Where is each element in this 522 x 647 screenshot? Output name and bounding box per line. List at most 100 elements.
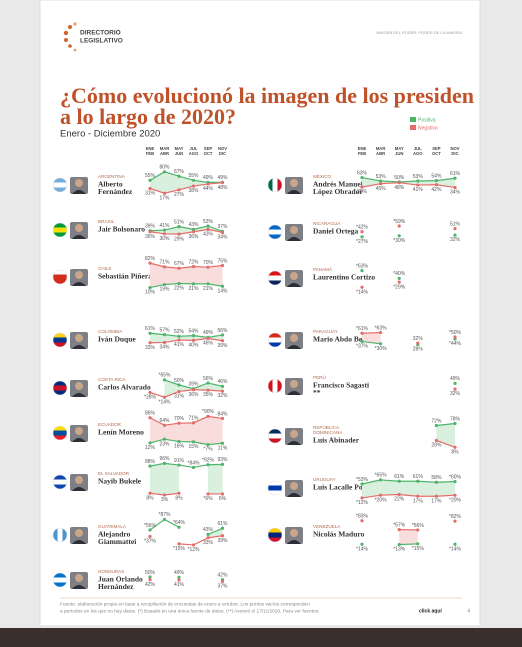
column-header: MAR xyxy=(160,146,170,151)
photo-face xyxy=(75,529,83,537)
point xyxy=(360,542,364,546)
point xyxy=(434,438,438,443)
band xyxy=(150,263,165,288)
flag xyxy=(52,222,68,238)
value-label: 39% xyxy=(145,224,156,230)
value-label: *12% xyxy=(356,500,369,506)
column-header: JUN xyxy=(395,151,403,156)
president-name: Luis Abinader xyxy=(313,436,360,445)
country-name: GUATEMALA xyxy=(98,524,127,529)
point xyxy=(162,282,167,287)
series-line xyxy=(149,462,223,469)
value-label: 56% xyxy=(203,376,214,382)
country-name: URUGUAY xyxy=(313,477,336,482)
band xyxy=(150,417,165,443)
value-label: *40% xyxy=(393,271,406,277)
photo-face xyxy=(75,574,83,582)
value-label: 17% xyxy=(159,195,170,201)
point xyxy=(360,230,364,234)
column-header: NOV xyxy=(218,146,227,151)
point xyxy=(416,542,420,546)
value-label: 70% xyxy=(174,416,185,422)
value-label: 36% xyxy=(188,392,199,398)
band xyxy=(380,479,400,496)
band xyxy=(208,265,223,287)
value-label: *29% xyxy=(393,284,406,290)
footer-link[interactable]: click aquí xyxy=(419,608,442,614)
value-label: 31% xyxy=(145,191,156,197)
photo-suit xyxy=(72,540,86,544)
paper-border xyxy=(39,0,481,627)
point xyxy=(177,439,181,444)
point xyxy=(177,421,181,425)
photo-suit xyxy=(72,190,86,194)
photo-suit xyxy=(72,393,86,397)
band xyxy=(179,266,194,284)
country-name: ECUADOR xyxy=(98,422,122,427)
point xyxy=(220,416,225,421)
point xyxy=(206,381,210,385)
point xyxy=(177,188,181,192)
point xyxy=(191,440,196,444)
photo-suit xyxy=(287,441,301,445)
value-label: 56% xyxy=(217,328,228,334)
point xyxy=(177,281,181,286)
value-label: 35% xyxy=(357,189,368,195)
value-label: *14% xyxy=(356,546,369,552)
value-label: *56% xyxy=(144,523,157,529)
point xyxy=(416,179,420,183)
logo-icon xyxy=(63,22,77,52)
value-label: 72% xyxy=(431,418,442,424)
column-header: MAR xyxy=(376,146,386,151)
value-label: 54% xyxy=(188,328,199,334)
value-label: 51% xyxy=(450,221,461,227)
point xyxy=(220,230,225,235)
value-label: 67% xyxy=(174,261,185,267)
value-label: 49% xyxy=(203,330,214,336)
point xyxy=(177,491,181,495)
series-line xyxy=(361,182,456,189)
point xyxy=(206,388,210,392)
photo-suit xyxy=(72,585,86,589)
value-label: *87% xyxy=(159,512,172,518)
band xyxy=(179,422,194,442)
value-label: 23% xyxy=(159,441,170,447)
column-header: ABR xyxy=(160,151,169,156)
president-name: Nayib Bukele xyxy=(98,477,142,486)
president-name: Alberto xyxy=(98,180,123,189)
value-label: 50% xyxy=(145,570,156,576)
point xyxy=(397,181,401,185)
value-label: 67% xyxy=(174,169,185,175)
flag xyxy=(267,270,283,286)
flag xyxy=(267,224,283,240)
band xyxy=(164,171,179,194)
value-label: 78% xyxy=(450,416,461,422)
value-label: 61% xyxy=(394,474,405,480)
point xyxy=(379,182,383,186)
value-label: 64% xyxy=(159,418,170,424)
band xyxy=(417,481,437,497)
series-line xyxy=(149,262,223,269)
point xyxy=(162,232,167,236)
point xyxy=(434,423,438,428)
value-label: 43% xyxy=(203,232,214,238)
point xyxy=(206,282,210,286)
point xyxy=(206,227,210,231)
point xyxy=(177,338,181,342)
photo-face xyxy=(290,482,298,490)
president-name: Hernández xyxy=(98,582,134,591)
point xyxy=(416,494,420,498)
column-header: AGO xyxy=(413,151,423,156)
value-label: 36% xyxy=(145,234,156,240)
flag xyxy=(267,378,283,394)
point xyxy=(206,532,210,536)
flag xyxy=(267,527,283,543)
value-label: 41% xyxy=(174,342,185,348)
paper xyxy=(40,0,480,626)
point xyxy=(162,265,167,269)
point xyxy=(220,181,225,185)
logo-text: LEGISLATIVO xyxy=(80,38,123,45)
value-label: 21% xyxy=(203,286,214,292)
column-header: OCT xyxy=(204,151,213,156)
